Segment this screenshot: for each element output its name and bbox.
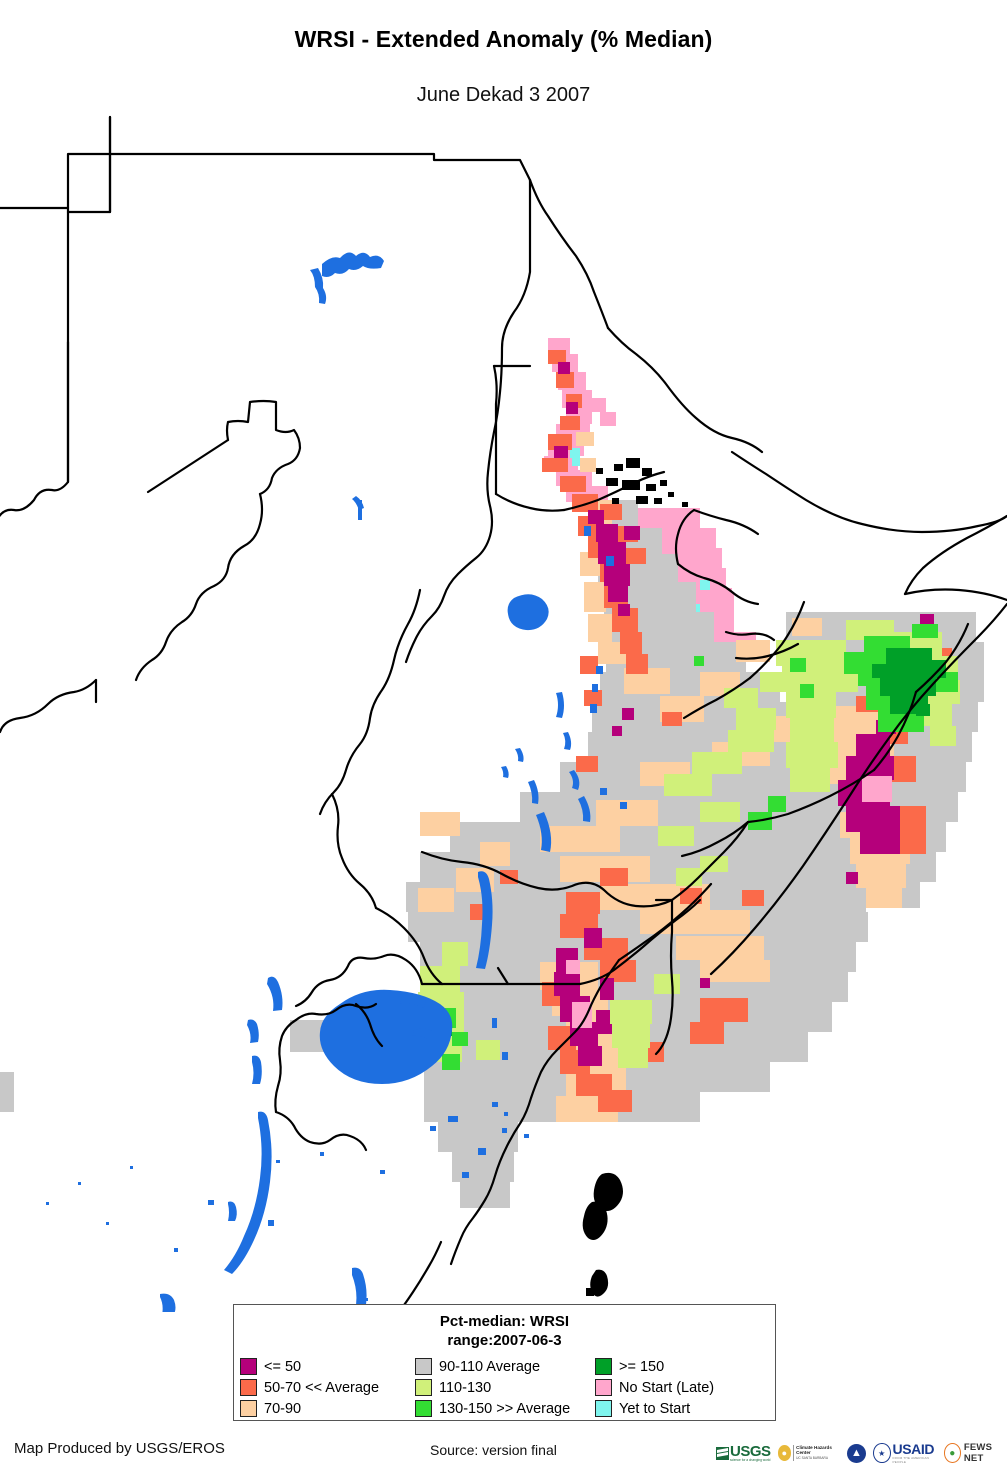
legend-label-130-150: 130-150 >> Average [439,1400,571,1417]
page-subtitle: June Dekad 3 2007 [416,84,591,106]
legend-title: Pct-median: WRSI range:2007-06-3 [439,1313,570,1349]
legend-swatch-no-start [595,1379,612,1396]
legend-swatch-70-90 [240,1400,257,1417]
usaid-seal-icon: ★ [873,1443,891,1463]
legend-label-gte-150: >= 150 [619,1358,665,1375]
legend-swatch-lte-50 [240,1358,257,1375]
page-title: WRSI - Extended Anomaly (% Median) [294,26,713,52]
legend-items: <= 50 50-70 << Average 70-90 90-110 Aver… [234,1350,775,1419]
islands-layer [578,458,688,1311]
credit-source: Source: version final [430,1442,557,1458]
map-graphic [0,112,1007,1312]
legend-item-no-start[interactable]: No Start (Late) [595,1377,773,1398]
legend-item-gte-150[interactable]: >= 150 [595,1356,773,1377]
legend-swatch-50-70 [240,1379,257,1396]
chc-subtext: UC SANTA BARBARA [796,1456,828,1461]
fewsnet-logo: ● FEWS NET [943,1440,1007,1466]
usgs-tagline: science for a changing world [730,1457,771,1462]
usgs-mark-icon [716,1446,729,1460]
legend-label-no-start: No Start (Late) [619,1379,715,1396]
legend-item-70-90[interactable]: 70-90 [240,1398,415,1419]
usaid-logo: ★ USAID FROM THE AMERICAN PEOPLE [873,1440,937,1466]
logo-strip: USGS science for a changing world ● Clim… [716,1436,1007,1470]
legend-label-50-70: 50-70 << Average [264,1379,380,1396]
legend-item-130-150[interactable]: 130-150 >> Average [415,1398,595,1419]
fewsnet-wordmark: FEWS NET [963,1442,993,1464]
credit-producer: Map Produced by USGS/EROS [14,1440,225,1457]
legend-swatch-yet-to-start [595,1400,612,1417]
legend-swatch-110-130 [415,1379,432,1396]
legend-label-yet-to-start: Yet to Start [619,1400,691,1417]
usaid-tagline: FROM THE AMERICAN PEOPLE [892,1455,930,1464]
usaid-wordmark: USAID [892,1440,937,1457]
noaa-seal-icon: ▲ [847,1443,866,1463]
usgs-wordmark: USGS [730,1442,771,1460]
legend-item-lte-50[interactable]: <= 50 [240,1356,415,1377]
legend-item-90-110[interactable]: 90-110 Average [415,1356,595,1377]
usgs-logo: USGS science for a changing world [716,1440,771,1466]
legend-label-70-90: 70-90 [264,1400,302,1417]
legend-label-90-110: 90-110 Average [439,1358,541,1375]
legend-item-110-130[interactable]: 110-130 [415,1377,595,1398]
hydrology-layer [46,252,627,1312]
legend-label-110-130: 110-130 [439,1379,492,1396]
legend-item-50-70[interactable]: 50-70 << Average [240,1377,415,1398]
legend-swatch-90-110 [415,1358,432,1375]
water-drop-icon: ● [777,1445,792,1461]
legend-swatch-gte-150 [595,1358,612,1375]
legend-item-yet-to-start[interactable]: Yet to Start [595,1398,773,1419]
globe-icon: ● [943,1443,961,1463]
wrsi-raster-layer [0,338,984,1208]
noaa-logo: ▲ [847,1440,866,1466]
legend-label-lte-50: <= 50 [264,1358,302,1375]
usaid-wordmark-text: USAID [892,1440,935,1457]
boundary-layer [0,115,1007,1312]
chc-logo: ● Climate Hazards Center UC SANTA BARBAR… [777,1440,840,1466]
legend-swatch-130-150 [415,1400,432,1417]
map-canvas[interactable] [0,112,1007,1312]
map-legend: Pct-median: WRSI range:2007-06-3 <= 50 5… [233,1304,776,1421]
chc-wordmark: Climate Hazards Center [796,1444,832,1455]
footer: Map Produced by USGS/EROS Source: versio… [0,1434,1007,1473]
